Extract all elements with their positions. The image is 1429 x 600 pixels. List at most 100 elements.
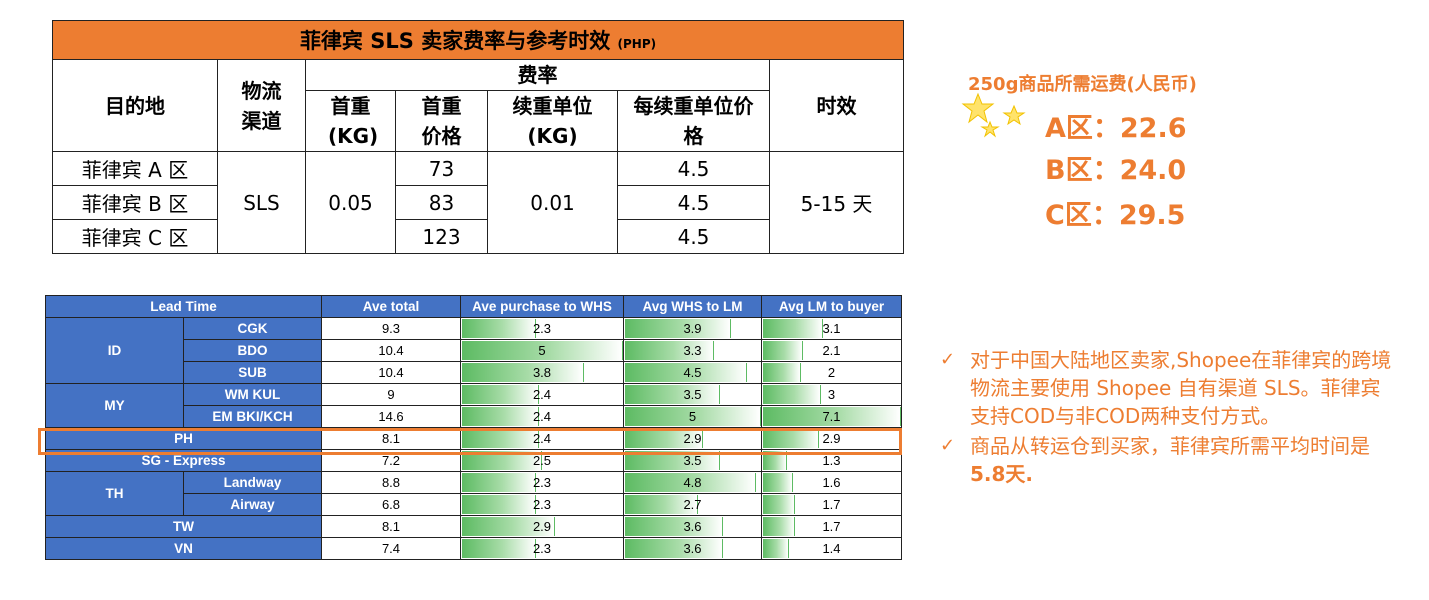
lead-purchase-cell: 3.8 — [460, 361, 624, 384]
note-item: ✓ 对于中国大陆地区卖家,Shopee在菲律宾的跨境物流主要使用 Shopee … — [940, 346, 1400, 430]
zone-a-fee: A区：22.6 — [1045, 113, 1187, 144]
lead-sub-label: WM KUL — [183, 383, 322, 406]
lead-sub-label: BDO — [183, 339, 322, 362]
data-bar — [625, 385, 720, 404]
lead-header-lm-buyer: Avg LM to buyer — [761, 295, 902, 318]
lead-lm-buyer-cell: 1.4 — [761, 537, 902, 560]
lead-lm-buyer-cell: 3 — [761, 383, 902, 406]
lead-header-whs-lm: Avg WHS to LM — [623, 295, 762, 318]
note-text-main: 商品从转运仓到买家，菲律宾所需平均时间是 — [970, 434, 1370, 458]
lead-whs-lm-cell: 3.5 — [623, 449, 762, 472]
data-bar-value: 3.1 — [822, 321, 841, 336]
header-time: 时效 — [768, 59, 905, 152]
row-a-additional-price: 4.5 — [617, 151, 770, 186]
header-first-weight-text: 首重(KG) — [328, 94, 379, 148]
lead-row-th: TH Landway 8.8 2.3 4.8 1.6 — [45, 471, 902, 516]
data-bar — [462, 473, 536, 492]
lead-row-id: ID CGK 9.3 2.3 3.9 3.1 — [45, 317, 902, 384]
lead-time-table: Lead Time Ave total Ave purchase to WHS … — [45, 295, 902, 560]
data-bar-value: 2.9 — [532, 519, 552, 534]
lead-ave-total: 10.4 — [321, 361, 461, 384]
lead-whs-lm-cell: 4.8 — [623, 471, 762, 494]
data-bar-value: 1.6 — [822, 475, 841, 490]
channel-value: SLS — [217, 151, 306, 254]
lead-row-sg-express: SG - Express 7.2 2.5 3.5 1.3 — [45, 449, 902, 472]
lead-ave-total: 10.4 — [321, 339, 461, 362]
header-additional-price-text: 每续重单位价格 — [633, 94, 754, 148]
data-bar — [763, 451, 788, 470]
lead-purchase-cell: 2.5 — [460, 449, 624, 472]
zone-c-fee: C区：29.5 — [1045, 200, 1186, 231]
data-bar — [763, 319, 823, 338]
lead-row-my: MY WM KUL 9 2.4 3.5 3 — [45, 383, 902, 428]
data-bar-value: 2.4 — [532, 387, 552, 402]
data-bar-value: 1.7 — [822, 519, 841, 534]
data-bar-value: 2.9 — [683, 431, 702, 446]
row-c-destination: 菲律宾 C 区 — [52, 219, 218, 254]
data-bar — [763, 363, 802, 382]
data-bar — [763, 539, 790, 558]
lead-group-label: TW — [45, 515, 322, 538]
note-text: 对于中国大陆地区卖家,Shopee在菲律宾的跨境物流主要使用 Shopee 自有… — [970, 348, 1392, 428]
data-bar — [462, 429, 539, 448]
data-bar — [462, 385, 539, 404]
check-icon: ✓ — [940, 349, 956, 370]
data-bar — [763, 341, 804, 360]
lead-whs-lm-cell: 3.3 — [623, 339, 762, 362]
data-bar-value: 2.4 — [532, 409, 552, 424]
lead-purchase-cell: 2.3 — [460, 493, 624, 516]
data-bar-value: 2 — [827, 365, 836, 380]
data-bar — [462, 341, 623, 360]
lead-whs-lm-cell: 3.6 — [623, 515, 762, 538]
lead-whs-lm-cell: 5 — [623, 405, 762, 428]
data-bar — [625, 429, 704, 448]
lead-purchase-cell: 2.4 — [460, 427, 624, 450]
data-bar — [625, 407, 761, 426]
lead-lm-buyer-cell: 1.6 — [761, 471, 902, 494]
lead-ave-total: 7.2 — [321, 449, 461, 472]
lead-row-tw: TW 8.1 2.9 3.6 1.7 — [45, 515, 902, 538]
data-bar-value: 2.7 — [683, 497, 702, 512]
lead-row-id: BDO 10.4 5 3.3 2.1 — [46, 339, 902, 362]
lead-lm-buyer-cell: 1.7 — [761, 493, 902, 516]
lead-group-label: MY — [45, 383, 184, 428]
data-bar-value: 3.5 — [683, 453, 702, 468]
lead-sub-label: SUB — [183, 361, 322, 384]
lead-header-purchase: Ave purchase to WHS — [460, 295, 624, 318]
row-a-first-price: 73 — [395, 151, 488, 186]
data-bar-value: 2.3 — [532, 321, 552, 336]
lead-ave-total: 6.8 — [321, 493, 461, 516]
data-bar — [625, 363, 748, 382]
data-bar — [462, 407, 539, 426]
data-bar — [625, 517, 723, 536]
lead-lm-buyer-cell: 1.7 — [761, 515, 902, 538]
lead-purchase-cell: 2.3 — [460, 317, 624, 340]
data-bar-value: 3.5 — [683, 387, 702, 402]
row-c-additional-price: 4.5 — [617, 219, 770, 254]
data-bar-value: 5 — [538, 343, 546, 358]
header-first-price-text: 首重价格 — [421, 94, 462, 148]
lead-sub-label: EM BKI/KCH — [183, 405, 322, 428]
data-bar — [625, 539, 723, 558]
data-bar-value: 2.3 — [532, 497, 552, 512]
data-bar-value: 2.3 — [532, 541, 552, 556]
lead-time-body: ID CGK 9.3 2.3 3.9 3.1 BDO 10.4 5 3.3 2.1 SUB 10.4 3.… — [45, 317, 902, 560]
data-bar — [462, 495, 536, 514]
lead-whs-lm-cell: 2.9 — [623, 427, 762, 450]
data-bar — [625, 319, 731, 338]
lead-purchase-cell: 5 — [460, 339, 624, 362]
data-bar-value: 3.3 — [683, 343, 702, 358]
lead-ave-total: 8.8 — [321, 471, 461, 494]
lead-row-vn: VN 7.4 2.3 3.6 1.4 — [45, 537, 902, 560]
header-channel: 物流渠道 — [217, 59, 306, 152]
note-text-bold: 5.8天. — [970, 462, 1034, 486]
lead-lm-buyer-cell: 7.1 — [761, 405, 902, 428]
lead-purchase-cell: 2.3 — [460, 471, 624, 494]
lead-ave-total: 9.3 — [321, 317, 461, 340]
data-bar — [763, 429, 819, 448]
data-bar-value: 4.5 — [683, 365, 702, 380]
lead-lm-buyer-cell: 2.9 — [761, 427, 902, 450]
lead-header-ave-total: Ave total — [321, 295, 461, 318]
lead-whs-lm-cell: 3.6 — [623, 537, 762, 560]
first-weight-value: 0.05 — [305, 151, 396, 254]
